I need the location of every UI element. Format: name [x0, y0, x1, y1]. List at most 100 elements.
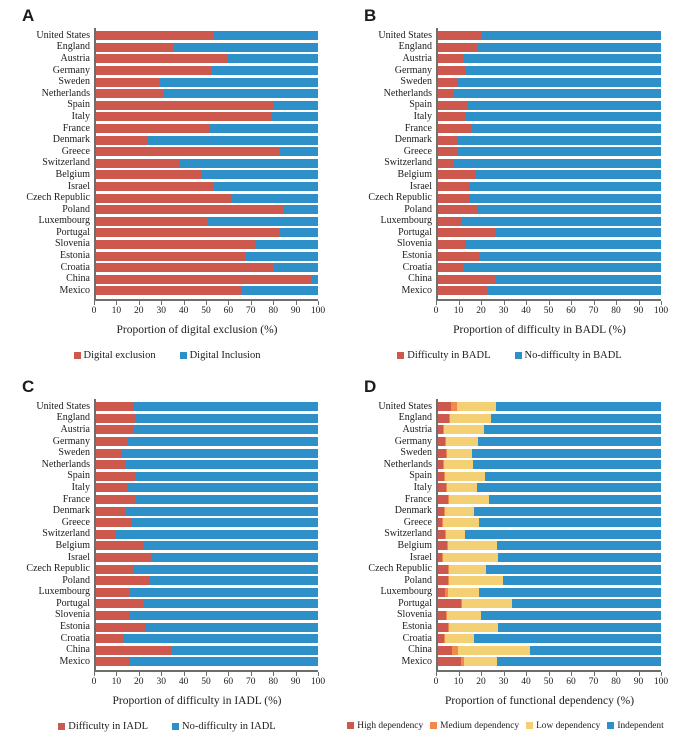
- bar-row: Switzerland: [358, 158, 661, 170]
- bar-row: Spain: [16, 471, 318, 483]
- bar-segment-digital-inclusion: [230, 193, 318, 203]
- bar-row: Germany: [358, 65, 661, 77]
- x-tick-label: 40: [178, 676, 189, 687]
- stacked-bar: [96, 193, 318, 203]
- bar-segment-independent: [489, 495, 661, 505]
- bar-segment-independent: [495, 402, 661, 412]
- bar-segment-no-difficulty-in-badl: [467, 100, 661, 110]
- bar-segment-medium-dependency: [446, 610, 448, 620]
- country-label: China: [66, 644, 90, 656]
- bar-segment-medium-dependency: [447, 576, 450, 586]
- country-label: Luxembourg: [380, 215, 432, 227]
- bar-segment-no-difficulty-in-iadl: [132, 402, 318, 412]
- country-label: Belgium: [55, 539, 90, 551]
- bar-segment-digital-inclusion: [201, 170, 318, 180]
- country-label: Portugal: [56, 597, 90, 609]
- legend-item-difficulty-in-iadl: Difficulty in IADL: [58, 721, 148, 732]
- bar-segment-low-dependency: [445, 471, 485, 481]
- stacked-bar: [438, 77, 661, 87]
- country-label: Germany: [52, 64, 90, 76]
- legend-label: Digital exclusion: [83, 349, 156, 361]
- x-tick-label: 60: [566, 305, 576, 316]
- x-tick-label: 100: [310, 305, 326, 316]
- country-label: Portugal: [398, 226, 432, 238]
- bar-row: Italy: [16, 482, 318, 494]
- stacked-bar: [438, 135, 661, 145]
- x-tick: [661, 671, 662, 676]
- panel-a-letter: A: [22, 6, 35, 25]
- legend-label: Digital Inclusion: [189, 349, 261, 361]
- bar-row: Luxembourg: [16, 587, 318, 599]
- x-tick-label: 100: [653, 676, 669, 687]
- x-tick-label: 40: [521, 676, 531, 687]
- country-label: Denmark: [52, 505, 90, 517]
- bar-row: Germany: [16, 436, 318, 448]
- bar-row: Slovenia: [16, 239, 318, 251]
- x-tick-label: 10: [111, 676, 122, 687]
- stacked-bar: [438, 564, 661, 574]
- bar-segment-low-dependency: [445, 506, 475, 516]
- bar-segment-digital-inclusion: [213, 182, 318, 192]
- x-tick: [206, 671, 207, 676]
- stacked-bar: [96, 506, 318, 516]
- x-tick-label: 70: [246, 305, 256, 316]
- x-tick-label: 30: [498, 676, 509, 687]
- bar-segment-digital-inclusion: [206, 216, 318, 226]
- bar-segment-independent: [471, 448, 661, 458]
- bar-segment-high-dependency: [438, 506, 445, 516]
- bar-segment-no-difficulty-in-iadl: [170, 645, 318, 655]
- country-label: Netherlands: [41, 458, 90, 470]
- bar-row: Luxembourg: [16, 216, 318, 228]
- country-label: Sweden: [58, 76, 90, 88]
- country-label: Mexico: [401, 284, 432, 296]
- country-label: United States: [378, 29, 432, 41]
- stacked-bar: [438, 31, 661, 41]
- stacked-bar: [96, 216, 318, 226]
- bar-row: Spain: [358, 100, 661, 112]
- bar-segment-difficulty-in-badl: [438, 251, 479, 261]
- bar-segment-difficulty-in-iadl: [96, 553, 152, 563]
- bar-segment-digital-exclusion: [96, 112, 273, 122]
- bar-row: Denmark: [358, 505, 661, 517]
- bar-segment-medium-dependency: [444, 506, 446, 516]
- bar-segment-no-difficulty-in-badl: [456, 77, 661, 87]
- bar-segment-high-dependency: [438, 495, 448, 505]
- legend-swatch: [73, 351, 81, 359]
- stacked-bar: [96, 31, 318, 41]
- stacked-bar: [438, 587, 661, 597]
- country-label: China: [66, 273, 90, 285]
- legend-label: Low dependency: [536, 720, 601, 731]
- bar-segment-difficulty-in-badl: [438, 42, 478, 52]
- bar-row: Israel: [358, 181, 661, 193]
- bar-segment-no-difficulty-in-iadl: [129, 610, 318, 620]
- bar-row: Netherlands: [16, 459, 318, 471]
- bar-segment-no-difficulty-in-iadl: [144, 622, 318, 632]
- bar-row: Mexico: [358, 656, 661, 668]
- panel-d-chart: United States England Austria Germany Sweden…: [347, 399, 679, 731]
- x-tick: [526, 671, 527, 676]
- country-label: Poland: [62, 574, 90, 586]
- bar-row: Mexico: [16, 656, 318, 668]
- bar-segment-high-dependency: [438, 657, 461, 667]
- bar-row: Switzerland: [16, 529, 318, 541]
- country-label: Estonia: [402, 250, 432, 262]
- bar-segment-low-dependency: [448, 541, 498, 551]
- stacked-bar: [438, 460, 661, 470]
- x-tick: [503, 671, 505, 676]
- bar-row: Italy: [358, 482, 661, 494]
- panel-b-letter: B: [364, 6, 377, 25]
- stacked-bar: [96, 437, 318, 447]
- bar-segment-digital-inclusion: [209, 124, 318, 134]
- stacked-bar: [438, 425, 661, 435]
- stacked-bar: [438, 112, 661, 122]
- bar-row: Slovenia: [358, 239, 661, 251]
- bar-segment-no-difficulty-in-badl: [468, 193, 661, 203]
- bar-segment-no-difficulty-in-iadl: [143, 599, 318, 609]
- bar-segment-medium-dependency: [442, 518, 444, 528]
- bar-segment-high-dependency: [438, 518, 442, 528]
- bar-segment-difficulty-in-badl: [438, 274, 496, 284]
- bar-segment-no-difficulty-in-badl: [481, 31, 661, 41]
- bar-segment-no-difficulty-in-badl: [463, 263, 661, 273]
- country-label: Israel: [409, 180, 432, 192]
- country-label: Austria: [60, 52, 90, 64]
